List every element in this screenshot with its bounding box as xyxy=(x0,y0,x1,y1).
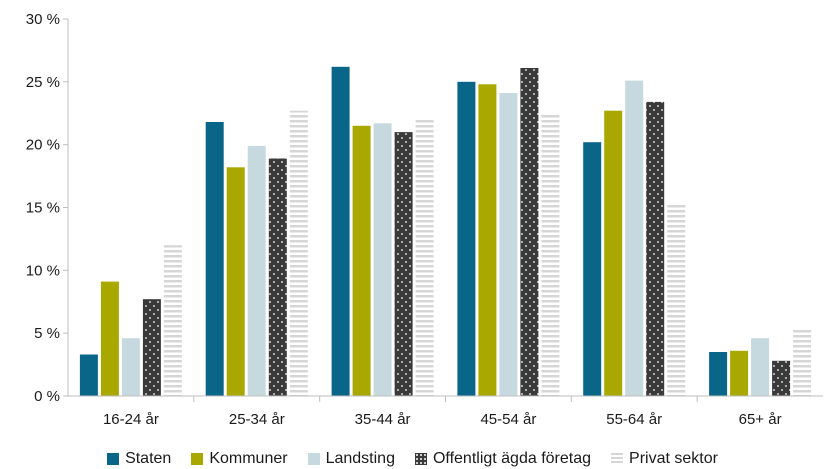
legend-label: Staten xyxy=(125,449,172,467)
bar-chart: 0 % 5 % 10 % 15 % 20 % 25 % 30 % 16-24 år 25-34… xyxy=(26,11,823,428)
legend-item: Landsting xyxy=(307,448,395,469)
legend: Staten Kommuner Landsting Offentligt ägda f… xyxy=(0,448,825,469)
bar-staten-2 xyxy=(331,66,350,397)
bars-group xyxy=(79,66,812,397)
bar-staten-5 xyxy=(709,352,728,396)
y-tick-label: 0 % xyxy=(34,388,60,405)
x-tick-label: 25-34 år xyxy=(229,411,285,428)
bar-staten-3 xyxy=(457,81,476,397)
bar-landsting-2 xyxy=(373,123,392,397)
bar-offentligt-gda-f-retag-4 xyxy=(646,101,665,397)
bar-staten-4 xyxy=(583,142,602,396)
legend-item: Staten xyxy=(107,448,171,469)
bar-privat-sektor-1 xyxy=(289,110,308,396)
bar-staten-0 xyxy=(79,354,98,396)
bar-offentligt-gda-f-retag-5 xyxy=(772,360,791,396)
legend-swatch xyxy=(191,452,204,465)
y-tick-label: 5 % xyxy=(34,325,60,342)
x-axis: 16-24 år 25-34 år 35-44 år 45-54 år 55-64 år… xyxy=(103,396,782,428)
x-tick-label: 16-24 år xyxy=(103,411,159,428)
legend-item: Privat sektor xyxy=(611,448,718,469)
bar-landsting-3 xyxy=(499,93,518,396)
bar-kommuner-1 xyxy=(226,167,245,396)
legend-swatch xyxy=(611,452,624,465)
bar-privat-sektor-4 xyxy=(667,205,686,396)
legend-item: Offentligt ägda företag xyxy=(414,448,592,469)
bar-staten-1 xyxy=(205,122,224,396)
x-tick-label: 65+ år xyxy=(739,411,782,428)
bar-offentligt-gda-f-retag-1 xyxy=(268,158,287,396)
bar-landsting-4 xyxy=(625,80,644,396)
legend-label: Privat sektor xyxy=(629,449,718,467)
legend-label: Landsting xyxy=(325,449,395,467)
bar-privat-sektor-0 xyxy=(163,245,182,396)
legend-label: Offentligt ägda företag xyxy=(432,449,592,467)
bar-kommuner-4 xyxy=(604,110,623,396)
y-tick-label: 20 % xyxy=(26,137,60,154)
bar-privat-sektor-3 xyxy=(541,114,560,396)
y-tick-label: 25 % xyxy=(26,74,60,91)
x-tick-label: 55-64 år xyxy=(606,411,662,428)
bar-privat-sektor-5 xyxy=(793,329,812,396)
bar-kommuner-2 xyxy=(352,125,371,397)
bar-landsting-5 xyxy=(751,338,770,396)
y-tick-label: 30 % xyxy=(26,11,60,28)
bar-landsting-0 xyxy=(121,338,140,396)
bar-kommuner-0 xyxy=(100,281,119,396)
bar-kommuner-5 xyxy=(730,350,749,396)
bar-offentligt-gda-f-retag-3 xyxy=(520,68,539,396)
bar-kommuner-3 xyxy=(478,84,497,397)
bar-offentligt-gda-f-retag-2 xyxy=(394,132,413,396)
y-axis: 0 % 5 % 10 % 15 % 20 % 25 % 30 % xyxy=(26,11,68,405)
bar-offentligt-gda-f-retag-0 xyxy=(142,299,161,396)
legend-swatch xyxy=(307,452,320,465)
legend-label: Kommuner xyxy=(209,449,288,467)
legend-swatch xyxy=(107,452,120,465)
legend-item: Kommuner xyxy=(191,448,288,469)
legend-swatch xyxy=(414,452,427,465)
x-tick-label: 45-54 år xyxy=(480,411,536,428)
y-tick-label: 15 % xyxy=(26,200,60,217)
bar-landsting-1 xyxy=(247,145,266,396)
bar-privat-sektor-2 xyxy=(415,118,434,397)
x-tick-label: 35-44 år xyxy=(355,411,411,428)
y-tick-label: 10 % xyxy=(26,262,60,279)
